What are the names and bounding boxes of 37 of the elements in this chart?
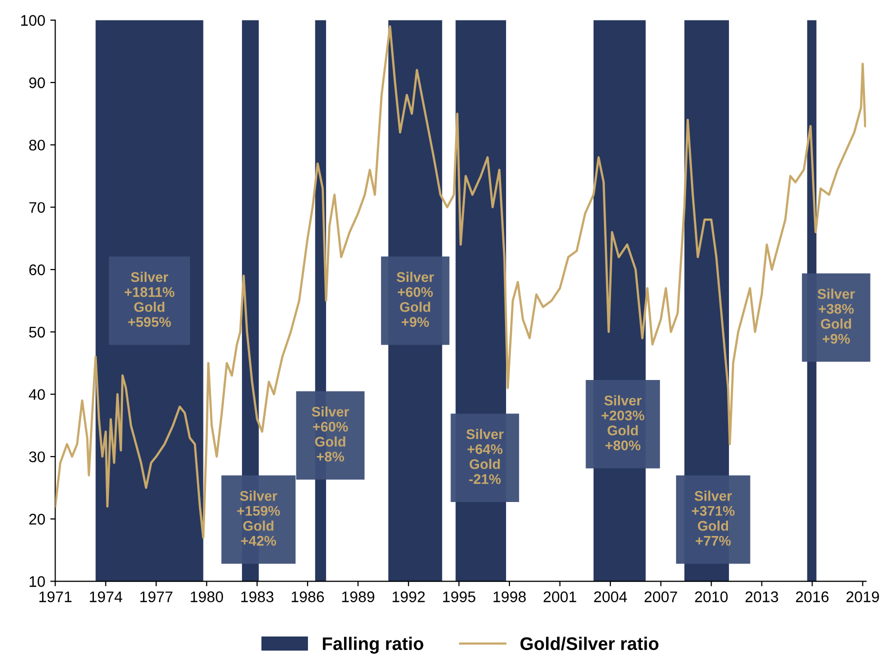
x-tick-label: 2007 [644, 591, 678, 602]
y-tick-label: 90 [29, 77, 45, 88]
x-tick-label: 2013 [746, 591, 778, 602]
x-tick-label: 2004 [594, 591, 627, 602]
x-tick-label: 1977 [140, 591, 172, 602]
x-tick-label: 1980 [190, 591, 224, 602]
annotation: Silver +1811% Gold +595% [124, 272, 174, 327]
annotation: Silver +38% Gold +9% [818, 288, 855, 344]
x-tick-label: 1986 [292, 591, 324, 602]
y-tick-label: 60 [29, 264, 45, 276]
x-tick-label: 1998 [494, 591, 526, 602]
annotation: Silver +60% Gold +9% [396, 272, 434, 327]
x-tick-label: 1974 [90, 591, 122, 602]
y-tick-label: 10 [30, 576, 45, 587]
x-tick-label: 2010 [695, 591, 728, 602]
annotation: Silver +371% Gold +77% [692, 490, 735, 546]
legend-label: Falling ratio [322, 636, 424, 654]
y-tick-label: 50 [29, 326, 45, 338]
annotation: Silver +64% Gold -21% [466, 428, 504, 484]
y-tick-label: 30 [29, 451, 45, 462]
y-tick-label: 40 [28, 389, 45, 400]
y-tick-label: 80 [29, 140, 45, 151]
x-tick-label: 2001 [544, 591, 576, 602]
x-tick-label: 1989 [342, 591, 374, 602]
y-tick-label: 20 [29, 514, 45, 525]
x-tick-label: 1971 [39, 591, 72, 602]
annotation: Silver +60% Gold +8% [312, 406, 350, 462]
x-tick-label: 1992 [392, 591, 425, 602]
legend-label: Gold/Silver ratio [520, 636, 658, 650]
annotation: Silver +159% Gold +42% [237, 490, 280, 546]
x-tick-label: 1995 [443, 591, 476, 602]
x-tick-label: 2016 [796, 591, 829, 602]
x-tick-label: 1983 [241, 591, 274, 602]
y-tick-label: 70 [29, 202, 45, 213]
x-tick-label: 2019 [846, 591, 879, 602]
y-tick-label: 100 [21, 15, 45, 26]
annotation: Silver +203% Gold +80% [602, 395, 644, 450]
